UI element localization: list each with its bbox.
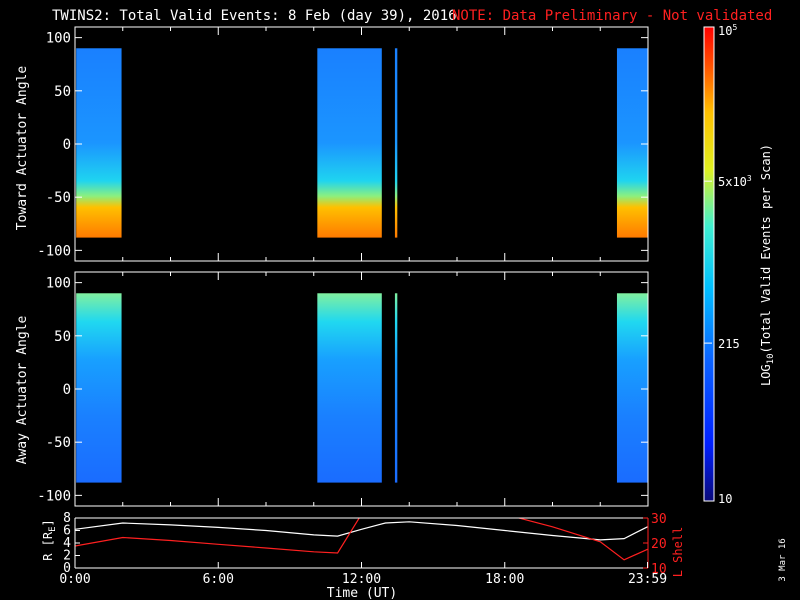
toward-ytick-label: -50 xyxy=(46,190,71,206)
radius-label-main: R [R xyxy=(41,531,55,561)
colorbar-label-main: LOG xyxy=(759,364,773,386)
chart-title: TWINS2: Total Valid Events: 8 Feb (day 3… xyxy=(52,8,457,24)
colorbar-tick-exponent: 3 xyxy=(747,174,752,183)
radius-ytick-label: 4 xyxy=(63,536,71,551)
toward-ylabel: Toward Actuator Angle xyxy=(15,66,30,231)
orbit-xtick-label: 18:00 xyxy=(485,572,524,587)
toward-ytick-label: 50 xyxy=(54,84,71,100)
colorbar-tick-exponent: 5 xyxy=(732,23,737,32)
away-ytick-label: -100 xyxy=(37,488,71,504)
orbit-xtick-label: 0:00 xyxy=(59,572,90,587)
away-data-block xyxy=(76,293,122,483)
away-ytick-label: 50 xyxy=(54,329,71,345)
colorbar-label: LOG10(Total Valid Events per Scan) xyxy=(759,144,776,386)
toward-panel: 100 50 0 -50 -100 xyxy=(37,26,649,262)
away-ytick-label: -50 xyxy=(46,435,71,451)
toward-ytick-label: 0 xyxy=(63,137,71,153)
away-data-block xyxy=(616,293,648,483)
radius-label: R [RE] xyxy=(41,519,58,561)
lshell-ytick-label: 10 xyxy=(651,562,667,577)
colorbar-tick-label: 10 xyxy=(718,492,732,506)
toward-data-block xyxy=(317,48,382,238)
colorbar-tick-label: 105 xyxy=(718,23,737,38)
away-ytick-label: 100 xyxy=(46,276,71,292)
lshell-ytick-label: 30 xyxy=(651,512,667,527)
orbit-xtick-label: 12:00 xyxy=(342,572,381,587)
lshell-ytick-label: 20 xyxy=(651,537,667,552)
radius-line xyxy=(75,521,648,541)
away-panel: 100 50 0 -50 -100 xyxy=(37,271,649,507)
toward-ytick-label: 100 xyxy=(46,31,71,47)
toward-data-block xyxy=(394,48,398,238)
away-ylabel: Away Actuator Angle xyxy=(15,315,30,464)
radius-ytick-label: 8 xyxy=(63,511,71,526)
away-ytick-label: 0 xyxy=(63,382,71,398)
orbit-xtick-label: 6:00 xyxy=(203,572,234,587)
colorbar-label-sub: 10 xyxy=(766,353,776,364)
preliminary-note: NOTE: Data Preliminary - Not validated xyxy=(452,8,772,24)
colorbar xyxy=(703,26,715,502)
radius-label-sub: E xyxy=(48,526,58,531)
away-data-block xyxy=(317,293,382,483)
colorbar-ticks: 10 215 5x103 105 xyxy=(704,23,752,506)
lshell-label: L Shell xyxy=(671,527,685,578)
orbit-plot-area xyxy=(75,518,648,568)
away-data-block xyxy=(394,293,398,483)
date-stamp: 3 Mar 16 xyxy=(778,538,788,581)
toward-ytick-label: -100 xyxy=(37,243,71,259)
colorbar-label-rest: (Total Valid Events per Scan) xyxy=(759,144,773,354)
radius-ytick-label: 0 xyxy=(63,561,71,576)
orbit-xtick-label: 23:59 xyxy=(628,572,667,587)
colorbar-tick-label: 5x103 xyxy=(718,174,752,189)
radius-ytick-label: 6 xyxy=(63,524,71,539)
toward-data-block xyxy=(76,48,122,238)
colorbar-tick-label: 215 xyxy=(718,337,740,351)
radius-ytick-label: 2 xyxy=(63,549,71,564)
toward-data-block xyxy=(616,48,648,238)
lshell-line xyxy=(75,518,648,561)
radius-label-close: ] xyxy=(41,519,55,526)
xaxis-label: Time (UT) xyxy=(327,586,397,600)
